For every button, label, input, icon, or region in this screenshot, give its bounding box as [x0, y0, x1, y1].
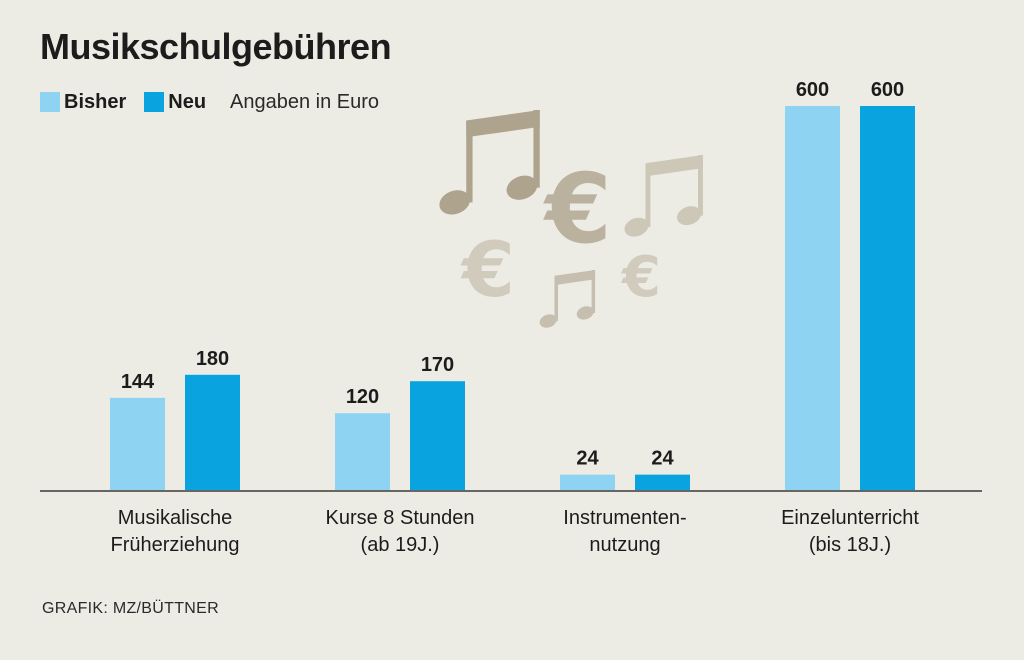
x-tick-label-2: Instrumenten-nutzung — [563, 507, 686, 556]
bars-group: 144 120 24 600 180 170 24 600 — [110, 79, 915, 490]
music-note-icon — [624, 155, 703, 237]
bar-bisher-3 — [785, 106, 840, 490]
music-note-icon — [439, 110, 540, 215]
bar-neu-0 — [185, 374, 240, 490]
data-label-neu-2: 24 — [651, 448, 674, 470]
legend-label-bisher: Bisher — [64, 90, 127, 113]
bar-neu-2 — [635, 474, 690, 490]
x-tick-label-3: Einzelunterricht (bis 18J.) — [781, 507, 919, 556]
x-axis-labels: Musikalische Früherziehung Kurse 8 Stunden… — [111, 507, 920, 556]
legend-swatch-neu — [144, 92, 165, 112]
bar-bisher-1 — [335, 413, 390, 490]
decor-group: €€ € — [439, 110, 703, 328]
bar-bisher-2 — [560, 474, 615, 490]
legend-item-bisher: Bisher — [40, 91, 126, 114]
bar-neu-1 — [410, 381, 465, 490]
euro-icon: € — [543, 153, 612, 265]
legend-item-neu: Neu — [144, 91, 206, 114]
euro-icon: € — [460, 225, 515, 314]
legend: Bisher Neu Angaben in Euro — [40, 90, 379, 114]
data-label-neu-3: 600 — [871, 79, 904, 101]
data-label-bisher-0: 144 — [121, 371, 155, 393]
credit: GRAFIK: MZ/BÜTTNER — [42, 600, 219, 617]
data-label-bisher-3: 600 — [796, 79, 829, 101]
bar-neu-3 — [860, 106, 915, 490]
legend-swatch-bisher — [40, 92, 60, 112]
music-note-icon — [539, 270, 596, 328]
data-label-bisher-1: 120 — [346, 386, 379, 408]
data-label-neu-0: 180 — [196, 348, 229, 370]
data-label-bisher-2: 24 — [576, 448, 599, 470]
x-tick-label-1: Kurse 8 Stunden (ab 19J.) — [326, 507, 475, 556]
x-tick-label-0: Musikalische Früherziehung — [111, 507, 240, 556]
chart-title: Musikschulgebühren — [40, 26, 392, 67]
bar-bisher-0 — [110, 397, 165, 490]
data-label-neu-1: 170 — [421, 354, 454, 376]
unit-note: Angaben in Euro — [230, 90, 380, 113]
legend-label-neu: Neu — [168, 90, 207, 113]
euro-icon: € — [620, 245, 661, 310]
